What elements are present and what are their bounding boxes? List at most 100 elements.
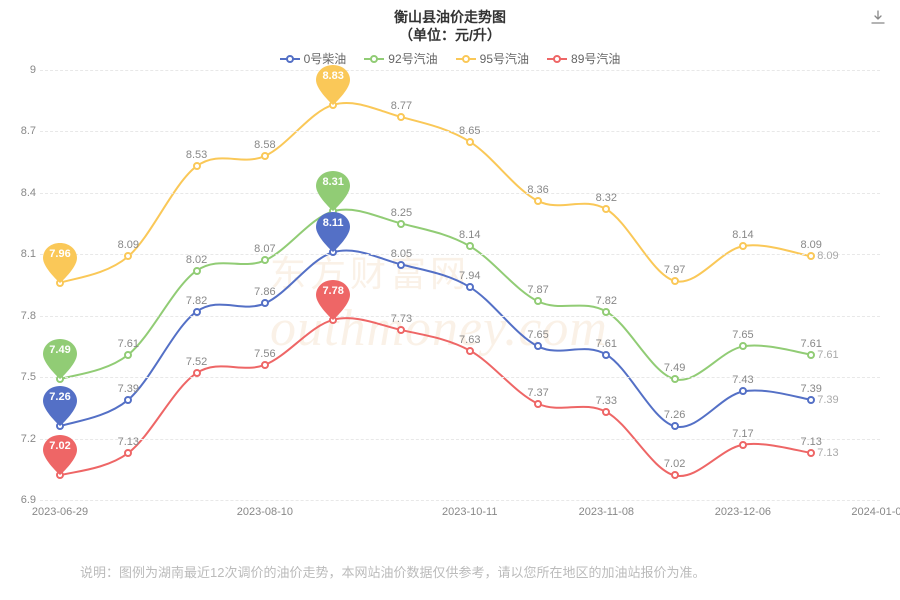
series-end-label: 7.13 [817, 447, 838, 459]
data-point[interactable] [807, 351, 815, 359]
data-point[interactable] [261, 256, 269, 264]
data-point-label: 8.36 [527, 184, 548, 196]
data-point[interactable] [466, 347, 474, 355]
data-point-label: 8.14 [732, 229, 753, 241]
data-point[interactable] [466, 242, 474, 250]
gridline-h [40, 377, 880, 378]
highlight-pin[interactable]: 8.83 [316, 65, 350, 105]
data-point[interactable] [602, 308, 610, 316]
data-point-label: 7.61 [596, 338, 617, 350]
series-line-gas92 [60, 210, 811, 380]
series-end-label: 7.61 [817, 349, 838, 361]
chart-title: 衡山县油价走势图 （单位：元/升） [0, 0, 900, 44]
data-point[interactable] [739, 441, 747, 449]
data-point[interactable] [397, 220, 405, 228]
data-point[interactable] [193, 369, 201, 377]
data-point[interactable] [397, 113, 405, 121]
x-axis-label: 2023-10-11 [442, 506, 497, 518]
data-point[interactable] [124, 252, 132, 260]
data-point-label: 7.13 [118, 436, 139, 448]
data-point-label: 7.39 [118, 383, 139, 395]
data-point-label: 7.97 [664, 264, 685, 276]
data-point[interactable] [534, 197, 542, 205]
chart-plot-area: 东方财富网 outhmoney.com 6.97.27.57.88.18.48.… [40, 70, 880, 500]
data-point[interactable] [807, 449, 815, 457]
data-point-label: 7.86 [254, 287, 275, 299]
highlight-pin[interactable]: 7.96 [43, 243, 77, 283]
highlight-pin[interactable]: 8.11 [316, 212, 350, 252]
gridline-h [40, 193, 880, 194]
series-line-gas89 [60, 318, 811, 476]
x-axis-label: 2023-08-10 [237, 506, 293, 518]
data-point[interactable] [602, 351, 610, 359]
gridline-h [40, 316, 880, 317]
data-point[interactable] [602, 408, 610, 416]
data-point-label: 8.77 [391, 100, 412, 112]
data-point[interactable] [534, 400, 542, 408]
data-point-label: 7.02 [664, 459, 685, 471]
chart-legend: 0号柴油92号汽油95号汽油89号汽油 [0, 50, 900, 67]
highlight-pin[interactable]: 7.26 [43, 386, 77, 426]
gridline-h [40, 439, 880, 440]
data-point[interactable] [124, 396, 132, 404]
data-point-label: 8.07 [254, 244, 275, 256]
data-point[interactable] [739, 342, 747, 350]
data-point-label: 7.65 [527, 330, 548, 342]
data-point[interactable] [261, 299, 269, 307]
data-point-label: 7.43 [732, 375, 753, 387]
x-axis-label: 2023-12-06 [715, 506, 771, 518]
data-point[interactable] [602, 205, 610, 213]
data-point[interactable] [193, 162, 201, 170]
data-point-label: 7.82 [596, 295, 617, 307]
data-point[interactable] [671, 471, 679, 479]
data-point-label: 8.05 [391, 248, 412, 260]
data-point[interactable] [397, 326, 405, 334]
data-point-label: 7.87 [527, 285, 548, 297]
data-point[interactable] [397, 261, 405, 269]
data-point[interactable] [124, 449, 132, 457]
data-point[interactable] [261, 361, 269, 369]
x-axis-label: 2024-01-04 [851, 506, 900, 518]
data-point-label: 8.14 [459, 229, 480, 241]
data-point[interactable] [739, 387, 747, 395]
data-point[interactable] [671, 375, 679, 383]
data-point[interactable] [466, 283, 474, 291]
y-axis-label: 8.4 [10, 187, 36, 199]
highlight-pin[interactable]: 8.31 [316, 171, 350, 211]
highlight-pin[interactable]: 7.78 [316, 280, 350, 320]
data-point[interactable] [807, 252, 815, 260]
highlight-pin[interactable]: 7.02 [43, 435, 77, 475]
legend-item-gas89[interactable]: 89号汽油 [547, 50, 620, 67]
highlight-pin[interactable]: 7.49 [43, 339, 77, 379]
data-point[interactable] [193, 267, 201, 275]
data-point[interactable] [193, 308, 201, 316]
data-point[interactable] [739, 242, 747, 250]
title-line-1: 衡山县油价走势图 [394, 9, 506, 25]
data-point-label: 8.53 [186, 149, 207, 161]
data-point-label: 8.65 [459, 125, 480, 137]
y-axis-label: 9 [10, 64, 36, 76]
data-point[interactable] [807, 396, 815, 404]
data-point[interactable] [671, 422, 679, 430]
legend-item-gas92[interactable]: 92号汽油 [364, 50, 437, 67]
y-axis-label: 7.5 [10, 371, 36, 383]
data-point[interactable] [124, 351, 132, 359]
data-point[interactable] [261, 152, 269, 160]
legend-item-gas95[interactable]: 95号汽油 [456, 50, 529, 67]
chart-container: 衡山县油价走势图 （单位：元/升） 0号柴油92号汽油95号汽油89号汽油 东方… [0, 0, 900, 600]
data-point[interactable] [534, 297, 542, 305]
gridline-h [40, 500, 880, 501]
data-point[interactable] [671, 277, 679, 285]
series-end-label: 8.09 [817, 250, 838, 262]
data-point-label: 7.56 [254, 348, 275, 360]
data-point-label: 7.26 [664, 409, 685, 421]
y-axis-label: 6.9 [10, 494, 36, 506]
data-point-label: 7.94 [459, 270, 480, 282]
data-point[interactable] [534, 342, 542, 350]
data-point-label: 7.73 [391, 313, 412, 325]
download-icon[interactable] [870, 10, 886, 26]
title-line-2: （单位：元/升） [399, 27, 501, 43]
data-point-label: 7.17 [732, 428, 753, 440]
data-point[interactable] [466, 138, 474, 146]
data-point-label: 7.82 [186, 295, 207, 307]
